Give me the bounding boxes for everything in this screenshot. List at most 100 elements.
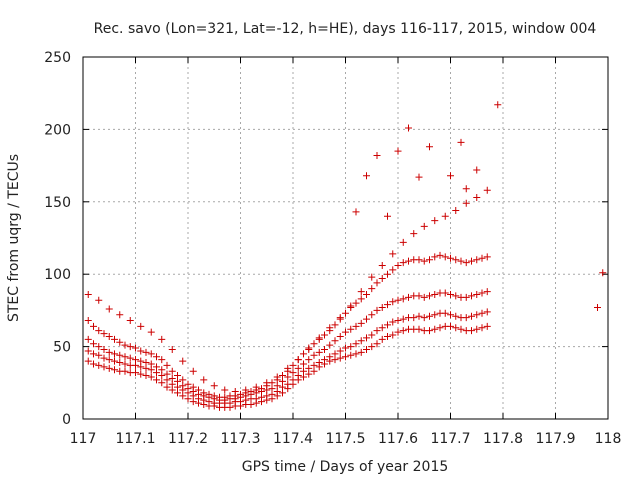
data-point — [389, 250, 397, 258]
data-point — [153, 363, 160, 371]
data-point — [373, 306, 381, 314]
data-point — [315, 359, 323, 367]
y-tick-label: 200 — [44, 122, 71, 138]
data-point — [184, 380, 192, 388]
data-point — [384, 212, 391, 220]
data-point — [399, 327, 407, 335]
data-point — [95, 296, 103, 304]
data-point — [384, 321, 391, 329]
data-point — [158, 379, 166, 387]
data-point — [389, 331, 397, 339]
x-tick-label: 117 — [70, 431, 97, 447]
data-point — [363, 315, 370, 323]
data-point — [468, 312, 475, 320]
x-tick-label: 117.8 — [483, 431, 523, 447]
chart-title: Rec. savo (Lon=321, Lat=-12, h=HE), days… — [94, 21, 597, 37]
data-point — [473, 256, 481, 264]
data-point — [457, 257, 465, 265]
data-point — [179, 357, 187, 365]
data-point — [441, 212, 449, 220]
data-point — [163, 383, 171, 391]
data-point — [478, 324, 486, 332]
data-point — [126, 343, 134, 351]
x-tick-label: 117.3 — [220, 431, 260, 447]
grid-lines — [83, 57, 608, 419]
data-point — [221, 386, 229, 394]
y-tick-label: 150 — [44, 195, 71, 211]
data-point — [405, 293, 412, 301]
data-point — [347, 325, 355, 333]
data-point — [415, 173, 423, 181]
data-point — [200, 389, 208, 397]
x-axis-label: GPS time / Days of year 2015 — [242, 459, 449, 475]
data-point — [84, 357, 92, 365]
data-point — [483, 253, 491, 261]
data-point — [483, 288, 491, 296]
data-point — [247, 387, 255, 395]
data-point — [90, 350, 97, 358]
data-point — [357, 319, 365, 327]
data-point — [90, 360, 97, 368]
data-point — [231, 387, 239, 395]
data-point — [158, 356, 166, 364]
data-point — [132, 356, 139, 364]
data-point — [132, 369, 139, 377]
data-point — [252, 383, 260, 391]
data-point — [426, 143, 433, 151]
data-point — [336, 354, 344, 362]
data-point — [158, 335, 166, 343]
data-point — [116, 359, 124, 367]
x-tick-label: 117.7 — [430, 431, 470, 447]
data-point — [384, 301, 391, 309]
data-point — [378, 335, 386, 343]
data-point — [452, 312, 460, 320]
data-point — [363, 290, 370, 298]
data-point — [378, 304, 386, 312]
data-point — [200, 376, 208, 384]
data-point — [84, 317, 92, 325]
data-point — [405, 257, 412, 265]
data-point — [116, 351, 124, 359]
data-point — [147, 328, 155, 336]
data-point — [336, 332, 344, 340]
data-point — [100, 363, 108, 371]
data-point — [462, 185, 470, 193]
data-point — [447, 311, 454, 319]
data-point — [326, 324, 334, 332]
data-point — [342, 328, 349, 336]
data-points — [84, 101, 607, 411]
data-point — [426, 312, 433, 320]
data-point — [478, 309, 486, 317]
data-point — [116, 338, 124, 346]
data-point — [147, 373, 155, 381]
data-point — [300, 360, 307, 368]
data-point — [310, 351, 318, 359]
data-point — [405, 124, 412, 132]
data-point — [347, 343, 355, 351]
data-point — [462, 314, 470, 322]
data-point — [210, 382, 218, 390]
data-point — [142, 348, 150, 356]
data-point — [378, 324, 386, 332]
data-point — [473, 166, 481, 174]
data-point — [415, 312, 423, 320]
data-point — [399, 238, 407, 246]
data-point — [331, 350, 339, 358]
data-point — [394, 328, 402, 336]
data-point — [189, 367, 197, 375]
x-tick-label: 117.9 — [535, 431, 575, 447]
data-point — [447, 172, 454, 180]
data-point — [105, 332, 113, 340]
data-point — [137, 322, 145, 330]
data-point — [205, 390, 213, 398]
data-point — [342, 353, 349, 361]
data-point — [399, 315, 407, 323]
y-axis-label: STEC from uqrg / TECUs — [6, 154, 22, 322]
data-point — [273, 373, 281, 381]
data-point — [468, 292, 475, 300]
data-point — [431, 253, 439, 261]
data-point — [284, 380, 292, 388]
data-point — [321, 356, 328, 364]
data-point — [116, 311, 124, 319]
data-point — [368, 285, 376, 293]
